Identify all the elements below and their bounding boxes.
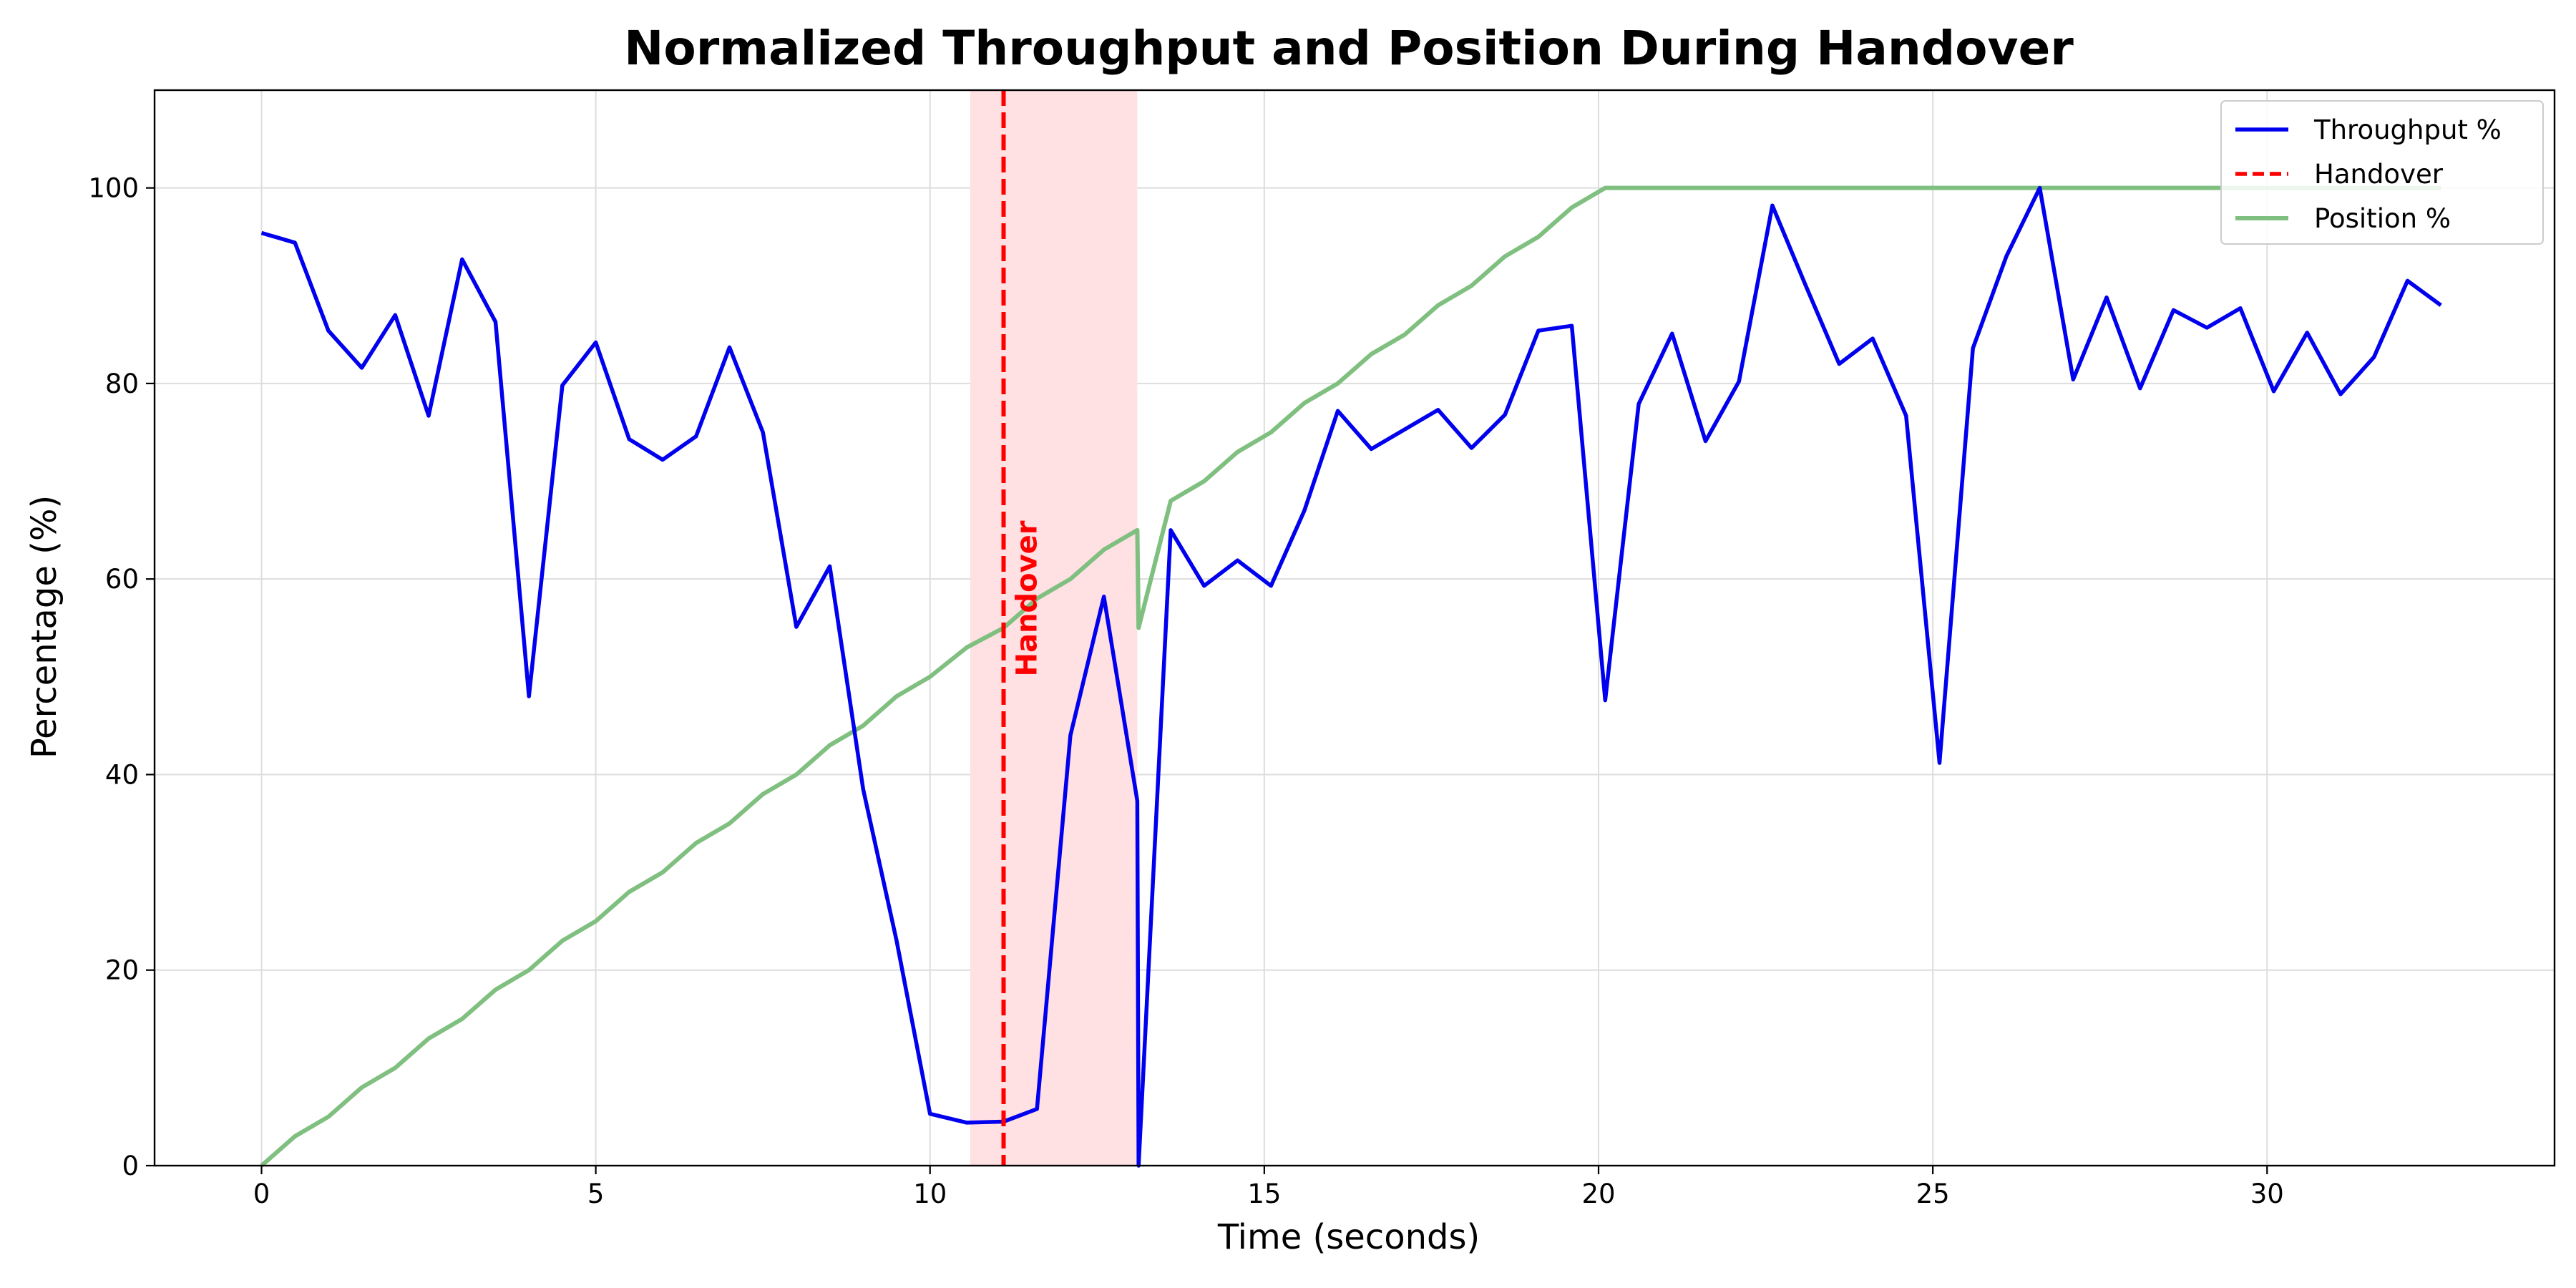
handover-region (970, 90, 1138, 1166)
legend-label: Throughput % (2313, 114, 2502, 145)
y-axis-label: Percentage (%) (24, 495, 64, 758)
y-tick-label: 100 (88, 173, 139, 204)
x-tick-label: 5 (587, 1179, 605, 1209)
y-tick-label: 20 (105, 955, 139, 986)
series-lines (260, 90, 2442, 1168)
y-ticks: 0 20 40 60 80 100 (88, 173, 155, 1181)
x-tick-label: 15 (1247, 1179, 1281, 1209)
legend: Throughput % Handover Position % (2220, 100, 2544, 245)
legend-label: Handover (2314, 159, 2444, 190)
x-tick-label: 20 (1581, 1179, 1615, 1209)
legend-box (2220, 100, 2544, 245)
x-ticks: 0 5 10 15 20 25 30 (253, 1166, 2284, 1209)
handover-annotation: Handover (1011, 520, 1044, 676)
plot-area: Handover 0 5 10 15 20 25 30 0 20 40 60 80 100 (88, 89, 2556, 1209)
chart-title: Normalized Throughput and Position Durin… (624, 21, 2074, 76)
y-tick-label: 80 (105, 369, 139, 399)
series-line-throughput (260, 185, 2442, 1168)
series-line-position (260, 185, 2441, 1168)
y-tick-label: 0 (122, 1151, 139, 1181)
legend-label: Position % (2314, 203, 2451, 234)
axes-background (155, 90, 2555, 1166)
y-tick-label: 40 (105, 759, 139, 790)
x-tick-label: 25 (1916, 1179, 1950, 1209)
annotation-group: Handover (1011, 520, 1044, 676)
x-axis-label: Time (seconds) (1217, 1217, 1480, 1257)
x-tick-label: 30 (2250, 1179, 2284, 1209)
axes-frame (153, 89, 2556, 1167)
x-tick-label: 10 (913, 1179, 947, 1209)
handover-region-group (970, 90, 1138, 1166)
y-tick-label: 60 (105, 564, 139, 595)
x-tick-label: 0 (253, 1179, 270, 1209)
